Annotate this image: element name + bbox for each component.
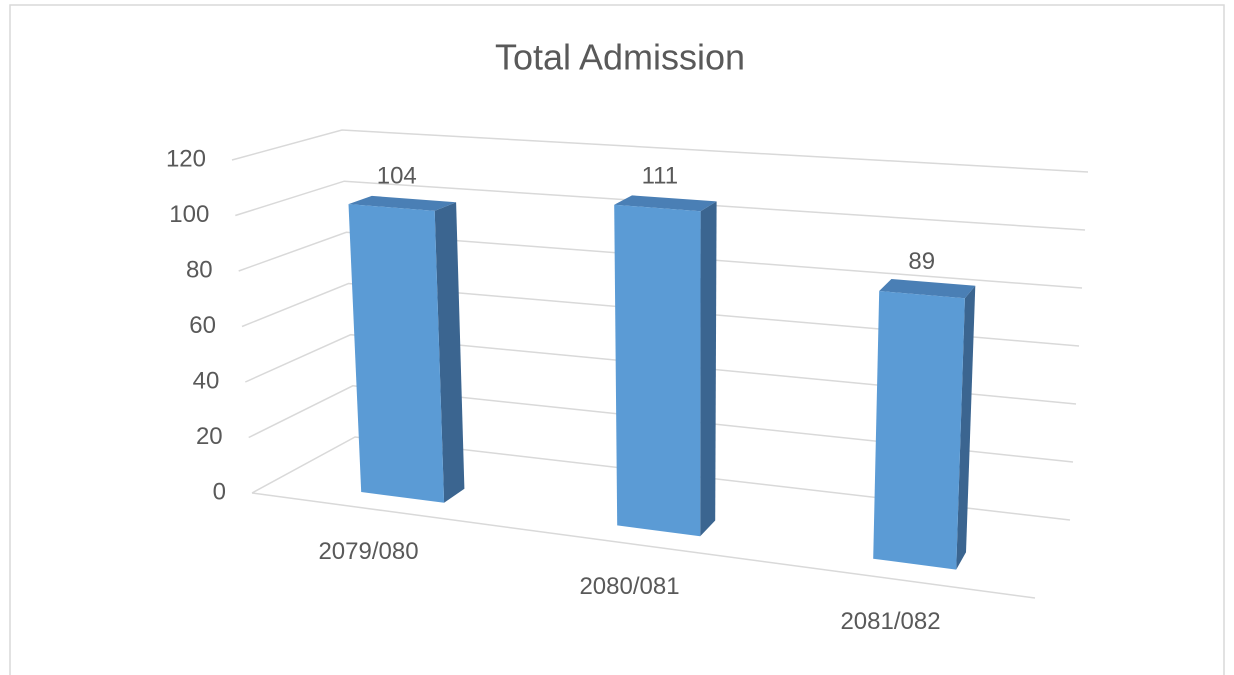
y-tick-label: 60 (189, 312, 216, 339)
data-label: 104 (377, 163, 417, 190)
bar-top (348, 195, 457, 211)
grid-line (244, 333, 1077, 405)
x-tick-label: 2079/080 (318, 538, 418, 565)
y-tick-label: 20 (196, 423, 223, 450)
grid-line (231, 129, 1089, 173)
bar-top (879, 279, 976, 299)
floor-edge (251, 492, 1036, 599)
bar (873, 291, 965, 570)
bar-side (956, 285, 976, 570)
y-tick-label: 80 (186, 256, 213, 283)
y-tick-label: 40 (193, 367, 220, 394)
x-tick-label: 2080/081 (579, 573, 679, 600)
data-label: 111 (642, 163, 678, 190)
grid-line (251, 436, 1071, 521)
y-tick-label: 100 (169, 201, 209, 228)
bar-side (434, 202, 465, 503)
grid-line (235, 180, 1086, 231)
bar-side (700, 201, 717, 537)
grid-line (241, 282, 1080, 347)
grid-line (248, 385, 1074, 463)
grid-line (238, 231, 1083, 289)
bar (614, 204, 701, 537)
bar-top (614, 195, 717, 212)
data-label: 89 (908, 248, 935, 275)
y-tick-label: 0 (213, 478, 226, 505)
y-tick-label: 120 (166, 145, 206, 172)
x-tick-label: 2081/082 (840, 608, 940, 635)
chart-title: Total Admission (495, 37, 745, 78)
bar (348, 204, 445, 503)
